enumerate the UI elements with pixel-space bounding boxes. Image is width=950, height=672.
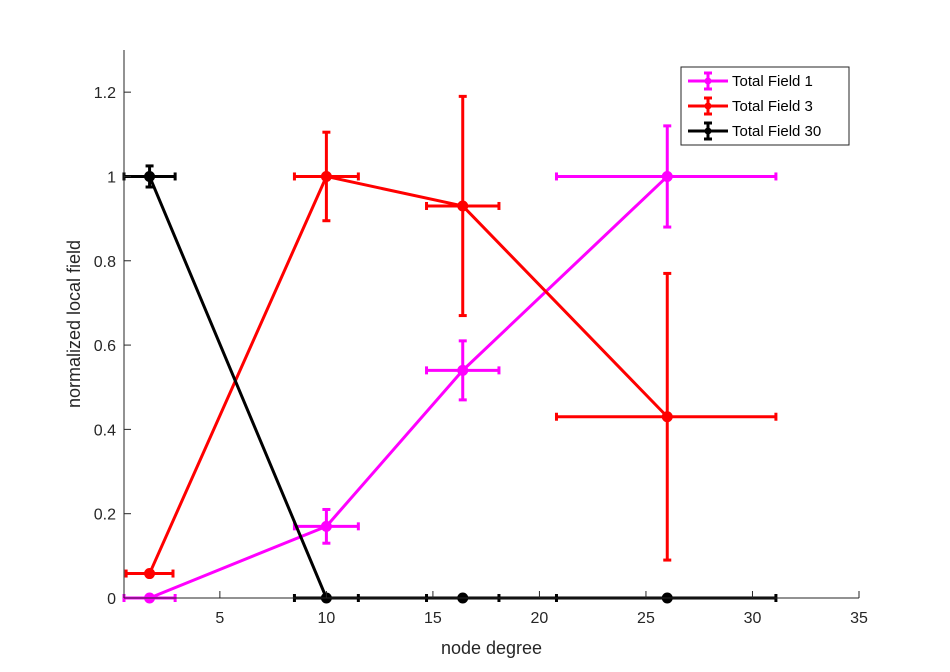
y-axis-label: normalized local field [64,240,84,408]
y-tick-label: 0.4 [94,422,116,439]
x-tick-label: 20 [531,610,549,627]
series-2 [124,94,778,580]
series-1 [122,124,778,604]
legend-marker [704,77,712,85]
data-point [320,520,332,532]
data-point [144,170,156,182]
x-tick-label: 30 [744,610,762,627]
x-tick-label: 15 [424,610,442,627]
x-tick-label: 25 [637,610,655,627]
x-tick-label: 5 [215,610,224,627]
y-tick-label: 0.8 [94,254,116,271]
data-point [457,200,469,212]
data-point [661,170,673,182]
axes-layer [123,50,859,599]
y-tick-label: 1 [107,169,116,186]
y-tick-label: 0.2 [94,507,116,524]
data-point [457,364,469,376]
data-point [661,411,673,423]
x-tick-label: 10 [317,610,335,627]
ticks-layer: 5 10 15 20 25 30 35 0 0.2 0.4 0.6 0.8 1 1.2 [94,85,868,627]
legend-marker [704,127,712,135]
x-tick-label: 35 [850,610,868,627]
y-tick-label: 0 [107,591,116,608]
legend: Total Field 1 Total Field 3 Total Field 30 [680,66,850,146]
legend-label: Total Field 1 [732,73,813,90]
y-tick-label: 1.2 [94,85,116,102]
series-line [148,174,669,575]
x-axis-label: node degree [441,638,542,658]
series-layer [122,94,778,604]
legend-label: Total Field 30 [732,123,821,140]
legend-label: Total Field 3 [732,98,813,115]
y-tick-label: 0.6 [94,338,116,355]
legend-marker [704,102,712,110]
data-point [320,170,332,182]
data-point [144,568,156,580]
series-line [149,175,669,600]
